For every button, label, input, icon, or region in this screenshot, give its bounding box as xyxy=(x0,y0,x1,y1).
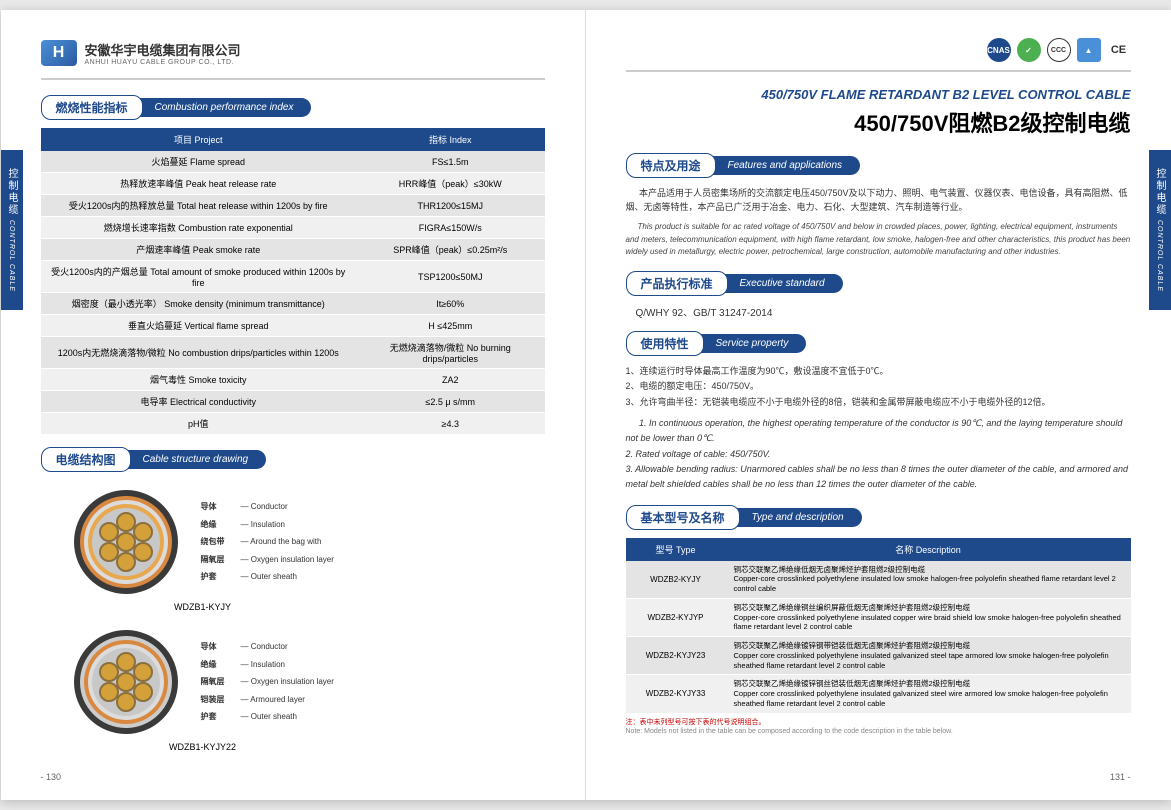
company-logo: H xyxy=(41,40,77,66)
table-cell: H ≤425mm xyxy=(356,315,545,337)
section-combustion: 燃烧性能指标 Combustion performance index xyxy=(41,95,545,120)
table-cell: 受火1200s内的产烟总量 Total amount of smoke prod… xyxy=(41,261,356,293)
green-badge-icon: ✓ xyxy=(1017,38,1041,62)
type-cell: WDZB2-KYJYP xyxy=(626,598,726,636)
side-tab-right: 控制电缆CONTROL CABLE xyxy=(1149,150,1171,310)
features-text-en: This product is suitable for ac rated vo… xyxy=(626,221,1131,259)
desc-cell: 铜芯交联聚乙烯绝缘镀锌钢带铠装低烟无卤聚烯烃护套阻燃2级控制电缆Copper c… xyxy=(726,637,1131,675)
cable-diagram-1: 导体— Conductor绝缘— Insulation绕包带— Around t… xyxy=(71,487,545,597)
tuv-badge-icon: ▲ xyxy=(1077,38,1101,62)
table-cell: FIGRA≤150W/s xyxy=(356,217,545,239)
left-page: 控制电缆CONTROL CABLE H 安徽华宇电缆集团有限公司 ANHUI H… xyxy=(1,10,586,800)
table-cell: 电导率 Electrical conductivity xyxy=(41,391,356,413)
table-cell: 受火1200s内的热释放总量 Total heat release within… xyxy=(41,195,356,217)
ce-badge-icon: CE xyxy=(1107,38,1131,62)
table-cell: 火焰蔓延 Flame spread xyxy=(41,151,356,173)
right-page: 控制电缆CONTROL CABLE CNAS ✓ CCC ▲ CE 450/75… xyxy=(586,10,1171,800)
desc-cell: 铜芯交联聚乙烯绝缘低烟无卤聚烯烃护套阻燃2级控制电缆Copper-core cr… xyxy=(726,561,1131,599)
cable-caption-2: WDZB1-KYJY22 xyxy=(0,742,545,752)
section-typedesc: 基本型号及名称 Type and description xyxy=(626,505,1131,530)
company-header: H 安徽华宇电缆集团有限公司 ANHUI HUAYU CABLE GROUP C… xyxy=(41,40,545,66)
section-structure: 电缆结构图 Cable structure drawing xyxy=(41,447,545,472)
table-cell: 热释放速率峰值 Peak heat release rate xyxy=(41,173,356,195)
table-cell: ZA2 xyxy=(356,369,545,391)
ccc-badge-icon: CCC xyxy=(1047,38,1071,62)
desc-cell: 铜芯交联聚乙烯绝缘铜丝编织屏蔽低烟无卤聚烯烃护套阻燃2级控制电缆Copper-c… xyxy=(726,598,1131,636)
table-cell: 烟气毒性 Smoke toxicity xyxy=(41,369,356,391)
service-text-en: 1. In continuous operation, the highest … xyxy=(626,416,1131,492)
cable-caption-1: WDZB1-KYJY xyxy=(0,602,545,612)
table-cell: ≤2.5 μ s/mm xyxy=(356,391,545,413)
table-cell: SPR峰值（peak）≤0.25m²/s xyxy=(356,239,545,261)
section-standard: 产品执行标准 Executive standard xyxy=(626,271,1131,296)
section-features: 特点及用途 Features and applications xyxy=(626,153,1131,178)
table-cell: FS≤1.5m xyxy=(356,151,545,173)
product-title-cn: 450/750V阻燃B2级控制电缆 xyxy=(626,106,1131,138)
table-cell: 1200s内无燃烧滴落物/微粒 No combustion drips/part… xyxy=(41,337,356,369)
type-cell: WDZB2-KYJY23 xyxy=(626,637,726,675)
features-text-cn: 本产品适用于人员密集场所的交流额定电压450/750V及以下动力、照明、电气装置… xyxy=(626,186,1131,215)
table-cell: TSP1200≤50MJ xyxy=(356,261,545,293)
side-tab-left: 控制电缆CONTROL CABLE xyxy=(1,150,23,310)
type-cell: WDZB2-KYJY xyxy=(626,561,726,599)
table-cell: 燃烧增长速率指数 Combustion rate exponential xyxy=(41,217,356,239)
table-cell: pH值 xyxy=(41,413,356,435)
table-cell: It≥60% xyxy=(356,293,545,315)
cnas-badge-icon: CNAS xyxy=(987,38,1011,62)
section-service: 使用特性 Service property xyxy=(626,331,1131,356)
product-title-en: 450/750V FLAME RETARDANT B2 LEVEL CONTRO… xyxy=(626,87,1131,102)
standard-text: Q/WHY 92、GB/T 31247-2014 xyxy=(636,304,1131,319)
certification-badges: CNAS ✓ CCC ▲ CE xyxy=(987,38,1131,62)
service-text-cn: 1、连续运行时导体最高工作温度为90℃，敷设温度不宜低于0℃。2、电缆的额定电压… xyxy=(626,364,1131,410)
table-cell: THR1200≤15MJ xyxy=(356,195,545,217)
type-cell: WDZB2-KYJY33 xyxy=(626,675,726,713)
page-number-left: - 130 xyxy=(41,772,62,782)
type-description-table: 型号 Type名称 Description WDZB2-KYJY铜芯交联聚乙烯绝… xyxy=(626,538,1131,714)
table-cell: HRR峰值（peak）≤30kW xyxy=(356,173,545,195)
table-cell: 无燃烧滴落物/微粒 No burning drips/particles xyxy=(356,337,545,369)
table-cell: 烟密度（最小透光率） Smoke density (minimum transm… xyxy=(41,293,356,315)
page-number-right: 131 - xyxy=(1110,772,1131,782)
desc-cell: 铜芯交联聚乙烯绝缘镀锌钢丝铠装低烟无卤聚烯烃护套阻燃2级控制电缆Copper c… xyxy=(726,675,1131,713)
table-footnote: 注：表中未列型号可按下表的代号说明组合。 Note: Models not li… xyxy=(626,718,1131,736)
table-cell: ≥4.3 xyxy=(356,413,545,435)
combustion-table: 项目 Project指标 Index 火焰蔓延 Flame spreadFS≤1… xyxy=(41,128,545,435)
table-cell: 垂直火焰蔓延 Vertical flame spread xyxy=(41,315,356,337)
cable-diagram-2: 导体— Conductor绝缘— Insulation隔氧层— Oxygen i… xyxy=(71,627,545,737)
company-name-en: ANHUI HUAYU CABLE GROUP CO., LTD. xyxy=(85,59,241,66)
table-cell: 产烟速率峰值 Peak smoke rate xyxy=(41,239,356,261)
company-name-cn: 安徽华宇电缆集团有限公司 xyxy=(85,40,241,59)
